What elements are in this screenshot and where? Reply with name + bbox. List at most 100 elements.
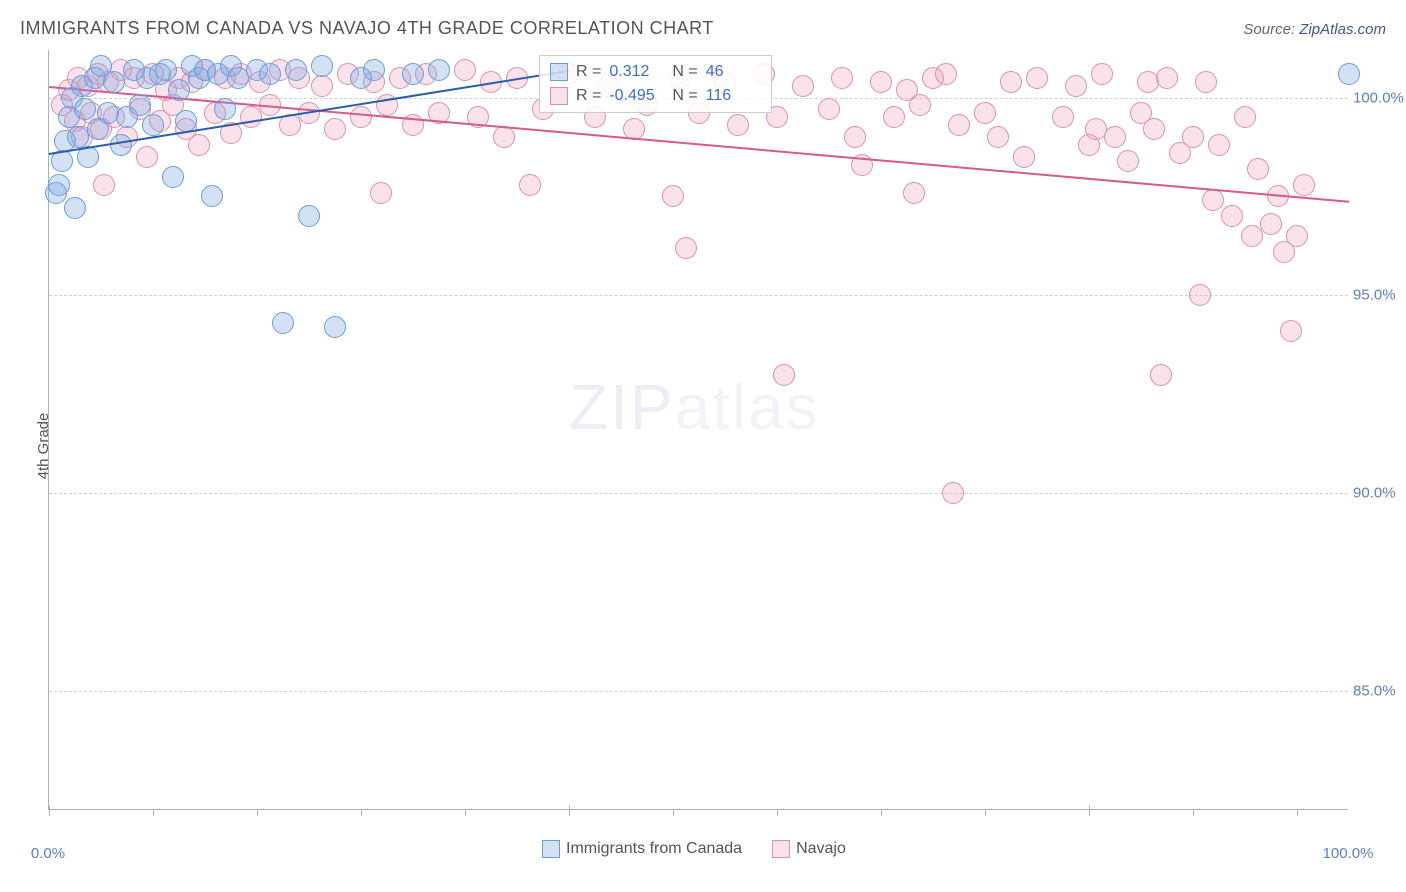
- data-point: [1137, 71, 1159, 93]
- data-point: [1091, 63, 1113, 85]
- data-point: [311, 55, 333, 77]
- data-point: [870, 71, 892, 93]
- stats-box: R = 0.312N = 46R = -0.495N = 116: [539, 55, 772, 113]
- data-point: [214, 98, 236, 120]
- legend-label: Navajo: [796, 840, 846, 858]
- gridline: [49, 691, 1348, 692]
- x-tick: [1089, 806, 1090, 816]
- data-point: [454, 59, 476, 81]
- stats-row: R = 0.312N = 46: [550, 60, 761, 84]
- data-point: [1150, 364, 1172, 386]
- x-tick: [673, 810, 674, 816]
- y-tick-label: 85.0%: [1353, 683, 1406, 700]
- data-point: [727, 114, 749, 136]
- data-point: [1195, 71, 1217, 93]
- x-tick: [1297, 810, 1298, 816]
- data-point: [363, 59, 385, 81]
- data-point: [259, 63, 281, 85]
- data-point: [493, 126, 515, 148]
- x-tick: [153, 810, 154, 816]
- source-credit: Source: ZipAtlas.com: [1243, 21, 1386, 38]
- data-point: [1234, 106, 1256, 128]
- data-point: [1000, 71, 1022, 93]
- data-point: [519, 174, 541, 196]
- data-point: [311, 75, 333, 97]
- legend: Immigrants from Canada Navajo: [542, 840, 846, 858]
- data-point: [168, 79, 190, 101]
- data-point: [773, 364, 795, 386]
- legend-swatch: [772, 840, 790, 858]
- data-point: [974, 102, 996, 124]
- plot-area: ZIPatlas 100.0%95.0%90.0%85.0%R = 0.312N…: [48, 50, 1348, 810]
- data-point: [1104, 126, 1126, 148]
- data-point: [1293, 174, 1315, 196]
- data-point: [675, 237, 697, 259]
- data-point: [155, 59, 177, 81]
- data-point: [987, 126, 1009, 148]
- data-point: [350, 106, 372, 128]
- data-point: [129, 94, 151, 116]
- x-tick: [49, 806, 50, 816]
- data-point: [1026, 67, 1048, 89]
- x-tick: [881, 810, 882, 816]
- data-point: [1065, 75, 1087, 97]
- source-link[interactable]: ZipAtlas.com: [1299, 21, 1386, 38]
- chart-title: IMMIGRANTS FROM CANADA VS NAVAJO 4TH GRA…: [20, 18, 714, 39]
- data-point: [285, 59, 307, 81]
- data-point: [240, 106, 262, 128]
- x-tick: [569, 806, 570, 816]
- legend-swatch: [550, 87, 568, 105]
- data-point: [324, 118, 346, 140]
- data-point: [188, 134, 210, 156]
- data-point: [1260, 213, 1282, 235]
- x-tick: [361, 810, 362, 816]
- y-tick-label: 90.0%: [1353, 485, 1406, 502]
- data-point: [162, 166, 184, 188]
- data-point: [97, 102, 119, 124]
- legend-swatch: [550, 63, 568, 81]
- data-point: [1143, 118, 1165, 140]
- data-point: [272, 312, 294, 334]
- data-point: [1182, 126, 1204, 148]
- data-point: [1280, 320, 1302, 342]
- legend-label: Immigrants from Canada: [566, 840, 742, 858]
- data-point: [370, 182, 392, 204]
- data-point: [935, 63, 957, 85]
- y-tick-label: 100.0%: [1353, 89, 1406, 106]
- data-point: [1221, 205, 1243, 227]
- data-point: [831, 67, 853, 89]
- legend-item: Navajo: [772, 840, 846, 858]
- data-point: [942, 482, 964, 504]
- data-point: [324, 316, 346, 338]
- x-tick: [777, 810, 778, 816]
- data-point: [1052, 106, 1074, 128]
- data-point: [883, 106, 905, 128]
- data-point: [103, 71, 125, 93]
- data-point: [909, 94, 931, 116]
- gridline: [49, 295, 1348, 296]
- x-tick: [1193, 810, 1194, 816]
- data-point: [844, 126, 866, 148]
- data-point: [298, 205, 320, 227]
- data-point: [1338, 63, 1360, 85]
- x-tick: [465, 810, 466, 816]
- x-tick: [985, 810, 986, 816]
- data-point: [1208, 134, 1230, 156]
- data-point: [48, 174, 70, 196]
- data-point: [74, 98, 96, 120]
- data-point: [67, 126, 89, 148]
- data-point: [1156, 67, 1178, 89]
- data-point: [903, 182, 925, 204]
- x-tick-label: 0.0%: [31, 845, 65, 862]
- data-point: [64, 197, 86, 219]
- gridline: [49, 493, 1348, 494]
- data-point: [1202, 189, 1224, 211]
- data-point: [1013, 146, 1035, 168]
- data-point: [818, 98, 840, 120]
- data-point: [142, 114, 164, 136]
- x-tick: [257, 810, 258, 816]
- data-point: [110, 134, 132, 156]
- legend-item: Immigrants from Canada: [542, 840, 742, 858]
- stats-row: R = -0.495N = 116: [550, 84, 761, 108]
- data-point: [1241, 225, 1263, 247]
